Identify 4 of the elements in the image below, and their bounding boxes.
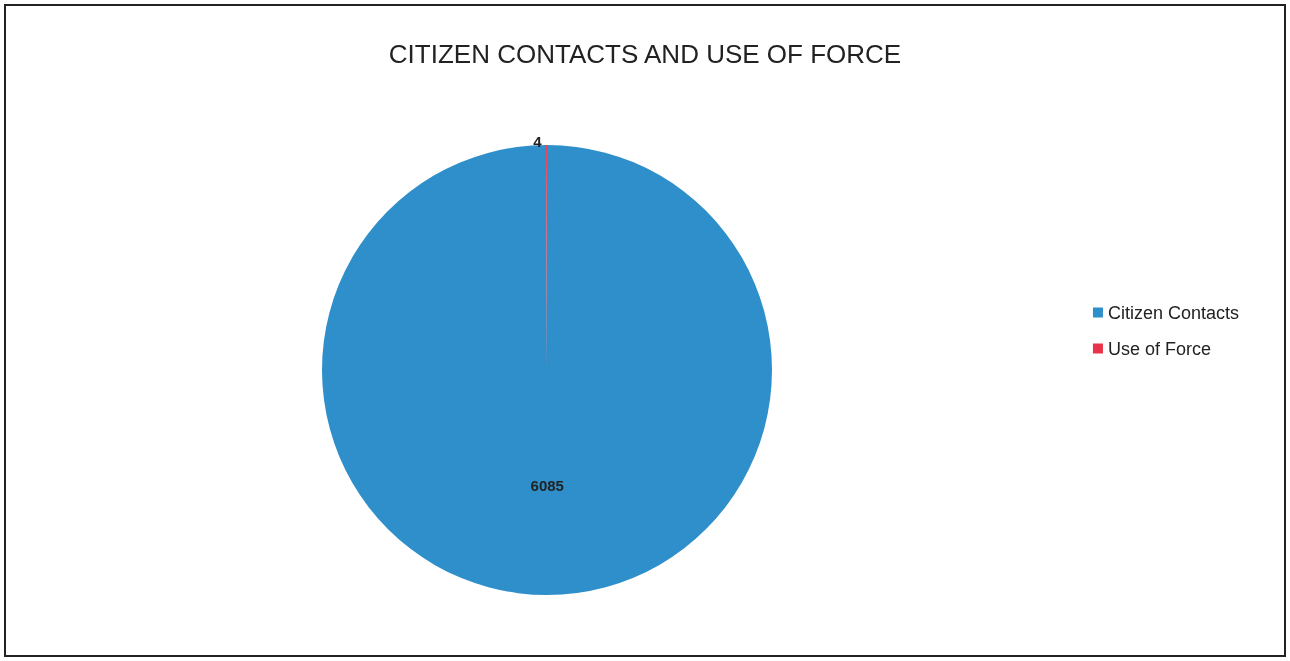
chart-title: CITIZEN CONTACTS AND USE OF FORCE (388, 39, 902, 69)
legend-label: Use of Force (1107, 338, 1211, 359)
legend-label: Citizen Contacts (1107, 302, 1240, 323)
data-label: 6085 (530, 477, 564, 494)
